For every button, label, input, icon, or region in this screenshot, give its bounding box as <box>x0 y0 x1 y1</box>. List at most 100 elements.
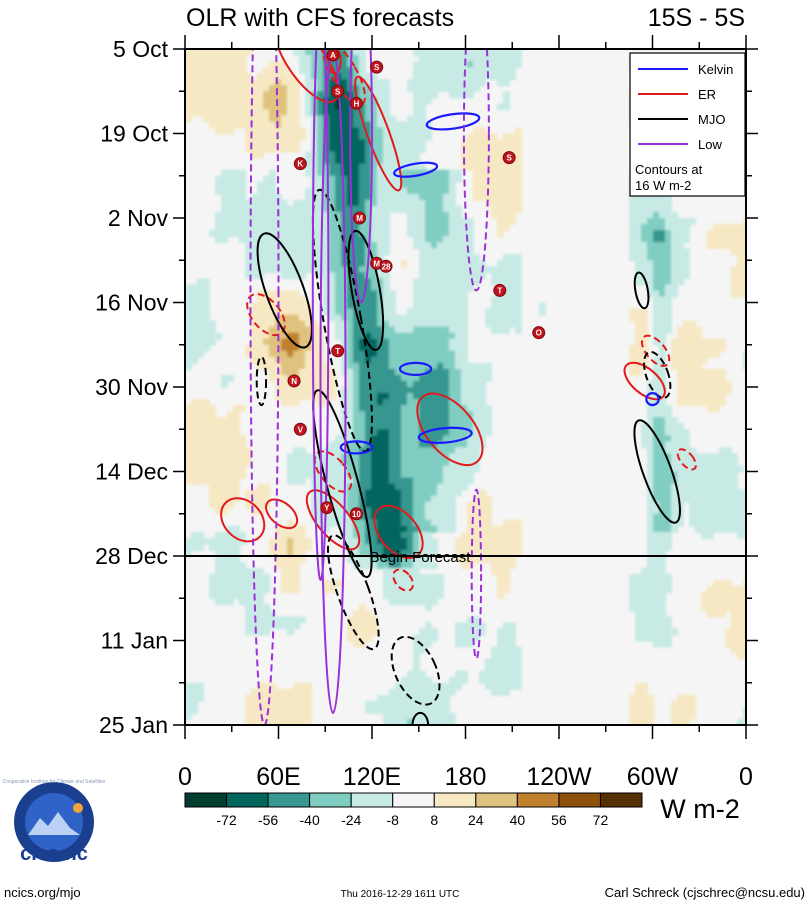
olr-cell <box>359 550 366 557</box>
olr-cell <box>653 628 660 636</box>
olr-cell <box>455 423 462 431</box>
olr-cell <box>515 290 522 298</box>
olr-cell <box>671 489 678 497</box>
olr-cell <box>245 145 252 153</box>
colorbar-tick-label: -56 <box>258 812 278 828</box>
olr-cell <box>197 278 204 286</box>
olr-cell <box>413 688 420 696</box>
olr-cell <box>275 91 282 99</box>
olr-cell <box>713 405 720 413</box>
olr-cell <box>647 628 654 636</box>
olr-cell <box>431 320 438 328</box>
olr-cell <box>401 682 408 690</box>
olr-cell <box>431 447 438 455</box>
olr-cell <box>695 362 702 370</box>
olr-cell <box>473 49 480 56</box>
olr-cell <box>449 332 456 340</box>
olr-cell <box>419 706 426 714</box>
olr-cell <box>371 441 378 449</box>
olr-cell <box>197 405 204 413</box>
olr-cell <box>437 290 444 298</box>
olr-cell <box>305 387 312 394</box>
olr-cell <box>371 187 378 195</box>
olr-cell <box>647 236 654 244</box>
olr-cell <box>401 580 408 588</box>
olr-cell <box>317 109 324 117</box>
olr-cell <box>515 320 522 328</box>
olr-cell <box>347 344 354 352</box>
olr-cell <box>395 525 402 533</box>
olr-cell <box>437 429 444 437</box>
olr-cell <box>215 598 222 606</box>
olr-cell <box>371 562 378 569</box>
olr-cell <box>389 320 396 328</box>
olr-cell <box>695 459 702 467</box>
olr-cell <box>425 356 432 364</box>
olr-cell <box>293 459 300 467</box>
olr-cell <box>407 682 414 690</box>
olr-cell <box>239 592 246 600</box>
olr-cell <box>395 706 402 714</box>
olr-cell <box>263 127 270 135</box>
footer-url[interactable]: ncics.org/mjo <box>4 885 81 900</box>
olr-cell <box>281 556 288 563</box>
olr-cell <box>449 362 456 370</box>
olr-cell <box>317 236 324 244</box>
olr-cell <box>689 356 696 364</box>
olr-cell <box>743 628 746 636</box>
olr-cell <box>743 362 746 370</box>
olr-cell <box>197 55 204 62</box>
olr-cell <box>353 356 360 364</box>
olr-cell <box>707 387 714 394</box>
olr-cell <box>221 85 228 93</box>
olr-cell <box>443 236 450 244</box>
olr-cell <box>281 85 288 93</box>
olr-cell <box>689 338 696 346</box>
olr-cell <box>383 387 390 394</box>
olr-cell <box>269 712 276 720</box>
olr-cell <box>491 531 498 539</box>
olr-cell <box>191 405 198 413</box>
olr-cell <box>653 199 660 207</box>
olr-cell <box>515 133 522 141</box>
olr-cell <box>215 73 222 81</box>
olr-cell <box>287 332 294 340</box>
olr-cell <box>347 429 354 437</box>
olr-cell <box>743 236 746 244</box>
olr-cell <box>293 103 300 111</box>
olr-cell <box>407 465 414 473</box>
olr-cell <box>365 302 372 310</box>
olr-cell <box>659 308 666 316</box>
olr-cell <box>329 248 336 256</box>
olr-cell <box>263 314 270 322</box>
olr-cell <box>683 719 690 725</box>
olr-cell <box>281 260 288 268</box>
olr-cell <box>455 435 462 443</box>
x-longitude-label: 120E <box>343 763 401 791</box>
olr-cell <box>263 187 270 195</box>
olr-cell <box>431 169 438 177</box>
olr-cell <box>395 393 402 400</box>
olr-cell <box>293 308 300 316</box>
olr-cell <box>233 586 240 594</box>
olr-cell <box>467 453 474 461</box>
colorbar-tick-label: 40 <box>510 812 526 828</box>
olr-cell <box>707 350 714 358</box>
olr-cell <box>299 616 306 624</box>
olr-cell <box>629 580 636 588</box>
olr-cell <box>743 501 746 509</box>
olr-cell <box>371 501 378 509</box>
olr-cell <box>383 381 390 388</box>
olr-cell <box>713 387 720 394</box>
olr-cell <box>305 459 312 467</box>
olr-cell <box>737 586 744 594</box>
olr-cell <box>419 109 426 117</box>
olr-cell <box>233 193 240 201</box>
olr-cell <box>473 151 480 159</box>
olr-cell <box>227 423 234 431</box>
olr-cell <box>491 568 498 576</box>
olr-cell <box>257 682 264 690</box>
y-date-label: 14 Dec <box>95 459 168 485</box>
olr-cell <box>743 616 746 624</box>
olr-cell <box>653 441 660 449</box>
